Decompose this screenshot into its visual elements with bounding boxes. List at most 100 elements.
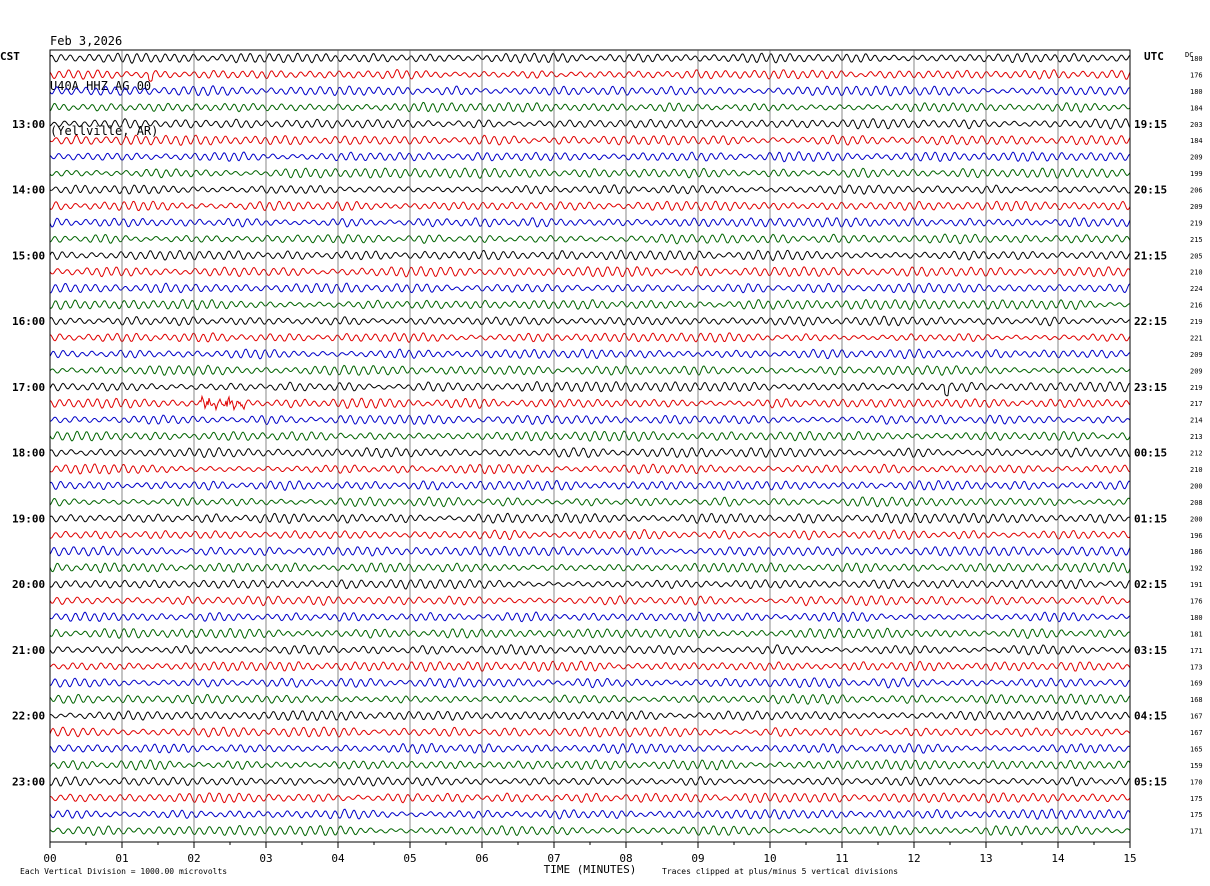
clip-note: Traces clipped at plus/minus 5 vertical … [662, 867, 899, 876]
trace-row-10 [49, 217, 1131, 228]
dc-value-label: 209 [1190, 367, 1203, 375]
trace-row-22 [49, 414, 1131, 426]
trace-row-35 [49, 627, 1131, 639]
dc-value-label: 175 [1190, 811, 1203, 819]
dc-value-label: 167 [1190, 729, 1203, 737]
utc-hour-label: 03:15 [1134, 644, 1167, 657]
dc-value-label: 199 [1190, 170, 1203, 178]
dc-value-label: 159 [1190, 762, 1203, 770]
dc-value-label: 215 [1190, 236, 1203, 244]
label-layer: CST UTC DC TIME (MINUTES) 00 01 02 03 04 05 06… [0, 50, 1203, 876]
x-tick-label: 03 [259, 852, 272, 865]
cst-hour-label: 21:00 [12, 644, 45, 657]
scale-note: Each Vertical Division = 1000.00 microvo… [20, 867, 228, 876]
x-tick-label: 10 [763, 852, 776, 865]
trace-row-29 [49, 529, 1131, 541]
dc-value-label: 219 [1190, 384, 1203, 392]
dc-value-label: 184 [1190, 104, 1203, 112]
x-tick-label: 07 [547, 852, 560, 865]
dc-value-label: 217 [1190, 400, 1203, 408]
dc-value-label: 165 [1190, 745, 1203, 753]
dc-value-label: 200 [1190, 482, 1203, 490]
trace-row-27 [49, 496, 1131, 508]
trace-row-19 [49, 364, 1131, 377]
trace-row-31 [49, 562, 1131, 574]
x-tick-label: 12 [907, 852, 920, 865]
cst-hour-label: 15:00 [12, 249, 45, 262]
dc-label: DC [1185, 51, 1193, 59]
dc-value-label: 171 [1190, 647, 1203, 655]
cst-hour-label: 23:00 [12, 775, 45, 788]
grid-layer [49, 49, 1131, 848]
dc-value-label: 186 [1190, 548, 1203, 556]
dc-value-label: 171 [1190, 828, 1203, 836]
x-tick-label: 04 [331, 852, 345, 865]
dc-value-label: 219 [1190, 219, 1203, 227]
date-label: Feb 3,2026 [50, 34, 123, 48]
trace-row-25 [49, 463, 1131, 475]
trace-row-39 [49, 693, 1131, 705]
x-tick-label: 06 [475, 852, 488, 865]
cst-label: CST [0, 50, 20, 63]
trace-row-32 [49, 578, 1131, 590]
trace-row-33 [49, 595, 1131, 607]
dc-value-label: 176 [1190, 71, 1203, 79]
trace-row-28 [49, 512, 1131, 525]
trace-row-30 [49, 545, 1131, 557]
trace-row-17 [49, 332, 1131, 343]
dc-value-label: 180 [1190, 88, 1203, 96]
utc-hour-label: 19:15 [1134, 118, 1167, 131]
trace-layer [49, 52, 1131, 837]
dc-value-label: 214 [1190, 417, 1203, 425]
station-label: U40A HHZ AG 00 [50, 79, 152, 93]
dc-value-label: 191 [1190, 581, 1203, 589]
x-tick-label: 08 [619, 852, 632, 865]
dc-value-label: 175 [1190, 795, 1203, 803]
dc-value-label: 200 [1190, 515, 1203, 523]
cst-hour-label: 19:00 [12, 512, 45, 525]
dc-value-label: 192 [1190, 565, 1203, 573]
dc-value-label: 181 [1190, 630, 1203, 638]
trace-row-12 [49, 249, 1131, 262]
trace-row-18 [49, 348, 1131, 360]
x-tick-label: 15 [1123, 852, 1136, 865]
trace-row-5 [49, 134, 1131, 147]
dc-value-label: 219 [1190, 318, 1203, 326]
trace-row-1 [49, 68, 1131, 82]
trace-row-13 [49, 266, 1131, 278]
trace-row-46 [49, 808, 1131, 820]
dc-value-label: 167 [1190, 713, 1203, 721]
trace-row-44 [49, 776, 1131, 787]
cst-hour-label: 16:00 [12, 315, 45, 328]
dc-value-label: 209 [1190, 154, 1203, 162]
trace-row-20 [49, 380, 1131, 397]
trace-row-37 [49, 660, 1131, 673]
station-header: Feb 3,2026 U40A HHZ AG 00 (Yellville, AR… [50, 4, 158, 154]
dc-value-label: 180 [1190, 55, 1203, 63]
dc-value-label: 210 [1190, 466, 1203, 474]
trace-row-9 [49, 200, 1131, 212]
utc-hour-label: 21:15 [1134, 249, 1167, 262]
utc-hour-label: 02:15 [1134, 578, 1167, 591]
dc-value-label: 170 [1190, 778, 1203, 786]
cst-hour-label: 13:00 [12, 118, 45, 131]
cst-hour-label: 18:00 [12, 447, 45, 460]
dc-value-label: 212 [1190, 450, 1203, 458]
dc-value-label: 169 [1190, 680, 1203, 688]
dc-value-label: 209 [1190, 203, 1203, 211]
trace-row-3 [49, 101, 1131, 113]
trace-row-34 [49, 611, 1131, 623]
trace-row-16 [49, 315, 1131, 327]
dc-value-label: 208 [1190, 499, 1203, 507]
trace-row-47 [49, 824, 1131, 837]
dc-value-label: 221 [1190, 334, 1203, 342]
trace-row-45 [50, 792, 1131, 804]
dc-value-label: 213 [1190, 433, 1203, 441]
trace-row-2 [49, 85, 1131, 97]
x-tick-label: 01 [115, 852, 128, 865]
trace-row-24 [49, 446, 1131, 459]
trace-row-40 [49, 710, 1131, 722]
trace-row-4 [49, 117, 1131, 130]
cst-hour-label: 20:00 [12, 578, 45, 591]
dc-value-label: 196 [1190, 532, 1203, 540]
